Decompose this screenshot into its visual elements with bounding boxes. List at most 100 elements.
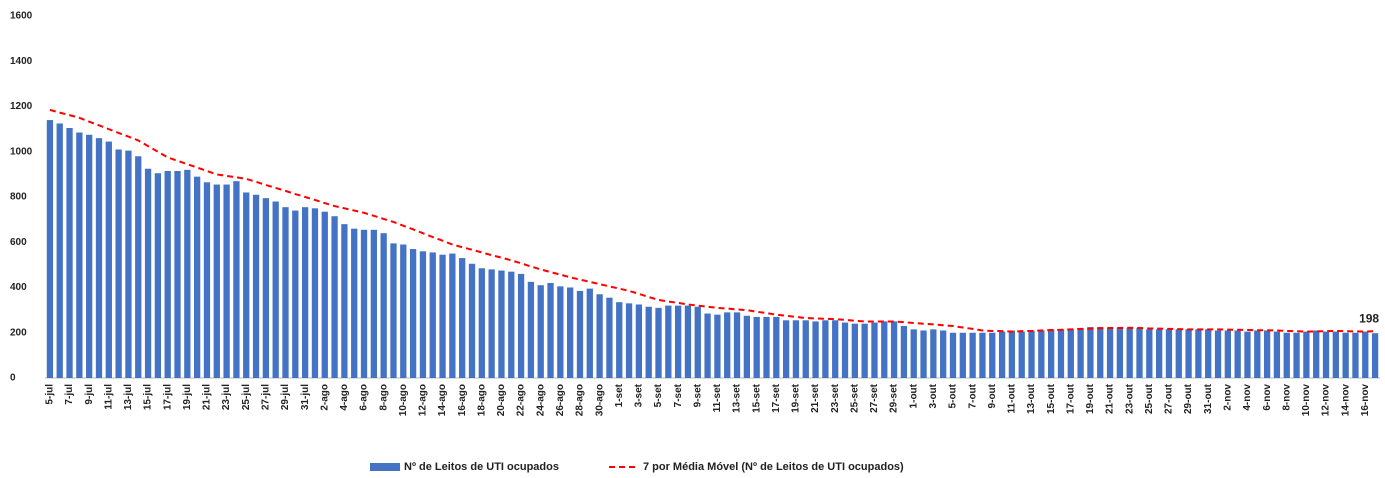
bar	[910, 329, 917, 378]
x-tick-label: 13-jul	[123, 384, 134, 410]
bar	[1028, 330, 1035, 378]
x-tick-label: 5-jul	[45, 384, 56, 405]
bar	[1322, 331, 1330, 378]
bar	[1263, 330, 1271, 378]
x-tick-label: 16-ago	[457, 384, 468, 416]
bar	[694, 306, 701, 378]
x-tick-label: 10-nov	[1301, 384, 1312, 417]
bar	[832, 320, 839, 378]
y-tick-label: 0	[10, 373, 16, 384]
bar	[949, 332, 957, 378]
bar	[822, 320, 829, 378]
x-tick-label: 15-out	[1046, 383, 1057, 414]
bar	[429, 252, 436, 378]
x-tick-label: 9-set	[692, 383, 703, 407]
bar	[841, 322, 849, 378]
bar	[1057, 329, 1065, 378]
bar	[301, 207, 309, 378]
bar	[1244, 331, 1251, 378]
x-tick-label: 31-out	[1203, 383, 1214, 414]
x-tick-label: 21-jul	[202, 384, 213, 410]
x-tick-label: 8-ago	[378, 384, 389, 411]
bar	[792, 320, 800, 378]
bar	[704, 313, 711, 378]
x-tick-label: 17-jul	[162, 384, 173, 410]
bar	[262, 198, 270, 378]
bar	[282, 207, 289, 378]
x-tick-label: 17-set	[771, 383, 782, 413]
x-tick-label: 16-nov	[1360, 384, 1371, 417]
bar	[459, 258, 466, 378]
legend-swatch	[370, 463, 400, 471]
bar	[979, 332, 986, 378]
bar	[616, 302, 623, 378]
bar	[1273, 331, 1281, 378]
bar	[86, 134, 93, 378]
x-tick-label: 4-ago	[339, 384, 350, 411]
bar	[517, 273, 525, 378]
bar	[1126, 328, 1133, 378]
x-tick-label: 15-set	[751, 383, 762, 413]
legend-label: 7 por Média Móvel (Nº de Leitos de UTI o…	[643, 461, 904, 473]
x-tick-label: 23-out	[1124, 383, 1135, 414]
x-tick-label: 24-ago	[535, 384, 546, 416]
bar	[753, 316, 760, 378]
x-tick-label: 29-jul	[280, 384, 291, 410]
x-tick-label: 9-out	[987, 383, 998, 408]
bar	[920, 330, 927, 378]
y-tick-label: 400	[10, 282, 27, 293]
bar	[1018, 331, 1025, 378]
bar	[223, 184, 230, 378]
x-tick-label: 26-ago	[555, 384, 566, 416]
x-tick-label: 22-ago	[516, 384, 527, 416]
bar	[714, 314, 721, 378]
bar	[66, 127, 73, 379]
x-tick-label: 4-nov	[1242, 384, 1253, 411]
bar	[144, 168, 152, 378]
bar	[743, 315, 750, 378]
x-tick-label: 12-ago	[418, 384, 429, 416]
bar	[1008, 330, 1016, 378]
y-tick-label: 200	[10, 327, 27, 338]
bar	[400, 244, 407, 378]
bar	[724, 312, 731, 378]
bar	[154, 173, 162, 378]
bar	[675, 305, 682, 378]
bar	[547, 282, 554, 378]
x-tick-label: 31-jul	[300, 384, 311, 410]
x-tick-label: 20-ago	[496, 384, 507, 416]
moving-average-line	[49, 108, 1376, 333]
bar	[733, 312, 741, 378]
x-tick-label: 7-out	[967, 383, 978, 408]
bar	[1313, 330, 1320, 378]
bar	[537, 285, 544, 378]
x-tick-label: 27-set	[869, 383, 880, 413]
x-tick-label: 7-set	[673, 383, 684, 407]
x-tick-label: 25-out	[1144, 383, 1155, 414]
bar	[449, 253, 456, 378]
x-tick-label: 21-out	[1105, 383, 1116, 414]
bar	[1038, 330, 1045, 378]
bar	[684, 305, 692, 378]
bar	[1195, 329, 1202, 378]
y-tick-label: 1600	[10, 11, 33, 22]
y-tick-label: 800	[10, 192, 27, 203]
bar	[1087, 327, 1094, 378]
bar	[243, 192, 250, 378]
bar	[508, 271, 515, 378]
x-tick-label: 27-jul	[261, 384, 272, 410]
x-tick-label: 10-ago	[398, 384, 409, 416]
x-tick-label: 23-jul	[221, 384, 232, 410]
bar	[1352, 332, 1359, 378]
bar	[625, 303, 633, 378]
x-tick-label: 14-ago	[437, 384, 448, 416]
bar	[969, 332, 976, 378]
bar	[596, 294, 603, 378]
bar	[1371, 333, 1379, 378]
data-label: 198	[1359, 311, 1379, 325]
x-tick-label: 1-out	[908, 383, 919, 408]
bar	[1116, 328, 1124, 378]
bar	[1175, 329, 1182, 378]
bar	[802, 320, 809, 378]
